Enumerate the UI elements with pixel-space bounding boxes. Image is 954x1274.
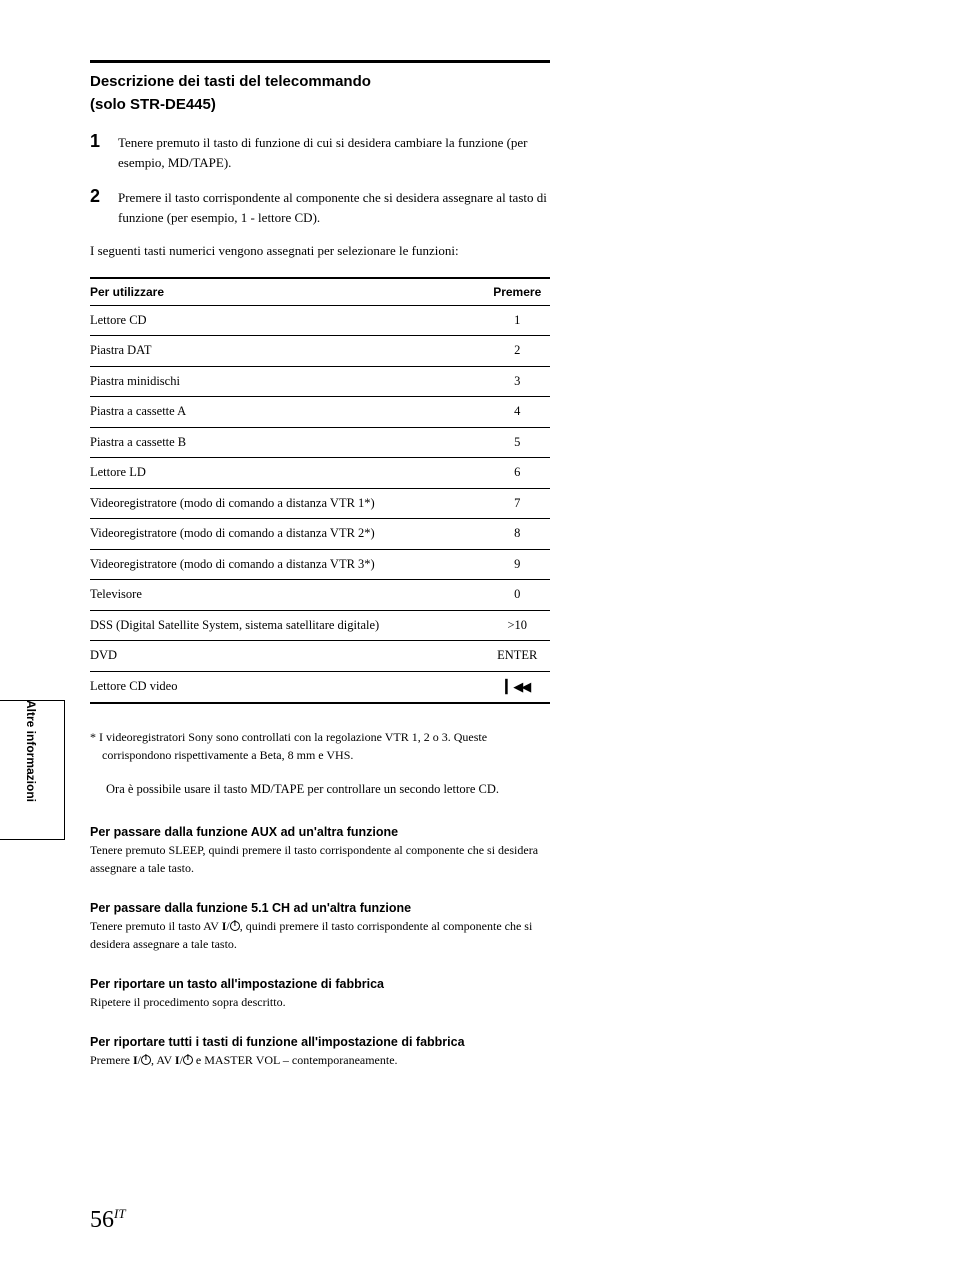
function-table: Per utilizzare Premere Lettore CD1Piastr… <box>90 277 550 705</box>
main-content: Descrizione dei tasti del telecommando (… <box>90 60 550 1069</box>
heading-subtitle: (solo STR-DE445) <box>90 96 550 113</box>
table-cell-press: >10 <box>484 610 550 641</box>
table-cell-press: 0 <box>484 580 550 611</box>
table-row: Piastra DAT2 <box>90 336 550 367</box>
section-title: Per riportare tutti i tasti di funzione … <box>90 1035 550 1049</box>
table-cell-press: 9 <box>484 549 550 580</box>
table-row: DSS (Digital Satellite System, sistema s… <box>90 610 550 641</box>
table-cell-use: Lettore CD <box>90 305 484 336</box>
steps-list: 1Tenere premuto il tasto di funzione di … <box>90 131 550 227</box>
table-cell-use: DVD <box>90 641 484 672</box>
section-title: Per passare dalla funzione AUX ad un'alt… <box>90 825 550 839</box>
step-text: Premere il tasto corrispondente al compo… <box>118 186 550 227</box>
bold-i: I <box>133 1053 138 1067</box>
table-header-use: Per utilizzare <box>90 278 484 306</box>
table-cell-press: 2 <box>484 336 550 367</box>
table-cell-press: ENTER <box>484 641 550 672</box>
table-row: Videoregistratore (modo di comando a dis… <box>90 519 550 550</box>
table-cell-press: 3 <box>484 366 550 397</box>
section-body: Tenere premuto SLEEP, quindi premere il … <box>90 841 550 877</box>
power-icon <box>230 921 240 931</box>
section-body: Premere I/, AV I/ e MASTER VOL – contemp… <box>90 1051 550 1069</box>
section-body: Ripetere il procedimento sopra descritto… <box>90 993 550 1011</box>
table-cell-use: Piastra minidischi <box>90 366 484 397</box>
table-row: Televisore0 <box>90 580 550 611</box>
divider-top <box>90 60 550 63</box>
section-title: Per riportare un tasto all'impostazione … <box>90 977 550 991</box>
table-row: Lettore LD6 <box>90 458 550 489</box>
table-cell-use: Piastra a cassette A <box>90 397 484 428</box>
table-row: Lettore CD1 <box>90 305 550 336</box>
step-item: 2Premere il tasto corrispondente al comp… <box>90 186 550 227</box>
table-header-press: Premere <box>484 278 550 306</box>
bold-i: I <box>175 1053 180 1067</box>
table-cell-use: Televisore <box>90 580 484 611</box>
step-number: 2 <box>90 186 118 227</box>
table-row: Lettore CD video ▎◀◀ <box>90 671 550 703</box>
table-cell-use: Piastra a cassette B <box>90 427 484 458</box>
table-cell-press: ▎◀◀ <box>484 671 550 703</box>
table-row: Piastra a cassette B5 <box>90 427 550 458</box>
side-section-label: Altre informazioni <box>24 700 38 802</box>
table-row: Piastra minidischi3 <box>90 366 550 397</box>
table-cell-press: 5 <box>484 427 550 458</box>
table-cell-use: Lettore LD <box>90 458 484 489</box>
step-text: Tenere premuto il tasto di funzione di c… <box>118 131 550 172</box>
heading-title: Descrizione dei tasti del telecommando <box>90 71 550 92</box>
table-row: Videoregistratore (modo di comando a dis… <box>90 488 550 519</box>
table-row: DVDENTER <box>90 641 550 672</box>
section-body: Tenere premuto il tasto AV I/, quindi pr… <box>90 917 550 953</box>
table-cell-use: DSS (Digital Satellite System, sistema s… <box>90 610 484 641</box>
page-number-value: 56 <box>90 1207 114 1233</box>
table-cell-use: Lettore CD video <box>90 671 484 703</box>
bold-i: I <box>222 919 227 933</box>
power-icon <box>183 1055 193 1065</box>
table-row: Piastra a cassette A4 <box>90 397 550 428</box>
table-cell-use: Videoregistratore (modo di comando a dis… <box>90 488 484 519</box>
table-cell-use: Videoregistratore (modo di comando a dis… <box>90 549 484 580</box>
footnote-text: * I videoregistratori Sony sono controll… <box>90 728 550 764</box>
section-title: Per passare dalla funzione 5.1 CH ad un'… <box>90 901 550 915</box>
intro-text: I seguenti tasti numerici vengono assegn… <box>90 241 550 261</box>
prev-track-icon: ▎◀◀ <box>505 679 529 694</box>
table-row: Videoregistratore (modo di comando a dis… <box>90 549 550 580</box>
note-text: Ora è possibile usare il tasto MD/TAPE p… <box>90 780 550 799</box>
page-number-suffix: IT <box>114 1206 126 1221</box>
step-item: 1Tenere premuto il tasto di funzione di … <box>90 131 550 172</box>
table-cell-use: Videoregistratore (modo di comando a dis… <box>90 519 484 550</box>
table-cell-press: 4 <box>484 397 550 428</box>
page-number: 56IT <box>90 1206 126 1234</box>
table-cell-press: 6 <box>484 458 550 489</box>
power-icon <box>141 1055 151 1065</box>
table-cell-use: Piastra DAT <box>90 336 484 367</box>
table-cell-press: 1 <box>484 305 550 336</box>
table-cell-press: 8 <box>484 519 550 550</box>
table-cell-press: 7 <box>484 488 550 519</box>
step-number: 1 <box>90 131 118 172</box>
